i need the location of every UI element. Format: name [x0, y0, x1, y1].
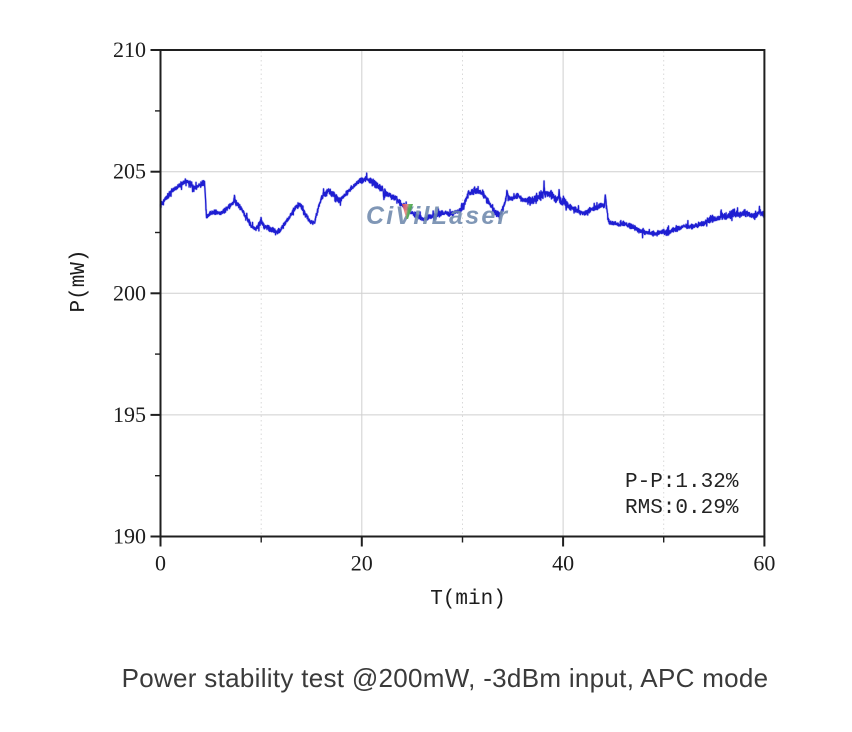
pp-annotation: P-P:1.32% [625, 471, 739, 494]
x-tick-60: 60 [753, 551, 775, 576]
x-minor-ticks [260, 536, 665, 543]
y-tick-205: 205 [113, 159, 146, 184]
civillaser-watermark: CiVilLaser [366, 197, 536, 235]
y-tick-190: 190 [113, 524, 146, 549]
y-tick-200: 200 [113, 280, 146, 305]
y-major-ticks [150, 49, 161, 538]
grid-major [161, 51, 764, 536]
chart-caption: Power stability test @200mW, -3dBm input… [121, 663, 769, 693]
x-tick-labels: 0 20 40 60 [155, 551, 775, 576]
rms-annotation: RMS:0.29% [625, 497, 739, 520]
power-stability-chart: 190 195 200 205 210 0 20 40 60 P(mW) T(m… [68, 37, 775, 611]
x-tick-0: 0 [155, 551, 166, 576]
x-axis-title: T(min) [430, 588, 506, 611]
x-major-ticks [159, 536, 766, 547]
y-tick-195: 195 [113, 402, 146, 427]
y-axis-title: P(mW) [68, 249, 91, 312]
x-tick-40: 40 [552, 551, 574, 576]
y-minor-ticks [155, 110, 161, 477]
watermark-text: CiVilLaser [366, 202, 510, 230]
y-tick-210: 210 [113, 37, 146, 62]
power-trace-line [159, 172, 765, 239]
data-series [159, 171, 766, 239]
x-tick-20: 20 [351, 551, 373, 576]
y-tick-labels: 190 195 200 205 210 [113, 37, 146, 549]
watermark-v-accent-icon [402, 204, 413, 219]
stability-annotations: P-P:1.32% RMS:0.29% [625, 471, 739, 520]
